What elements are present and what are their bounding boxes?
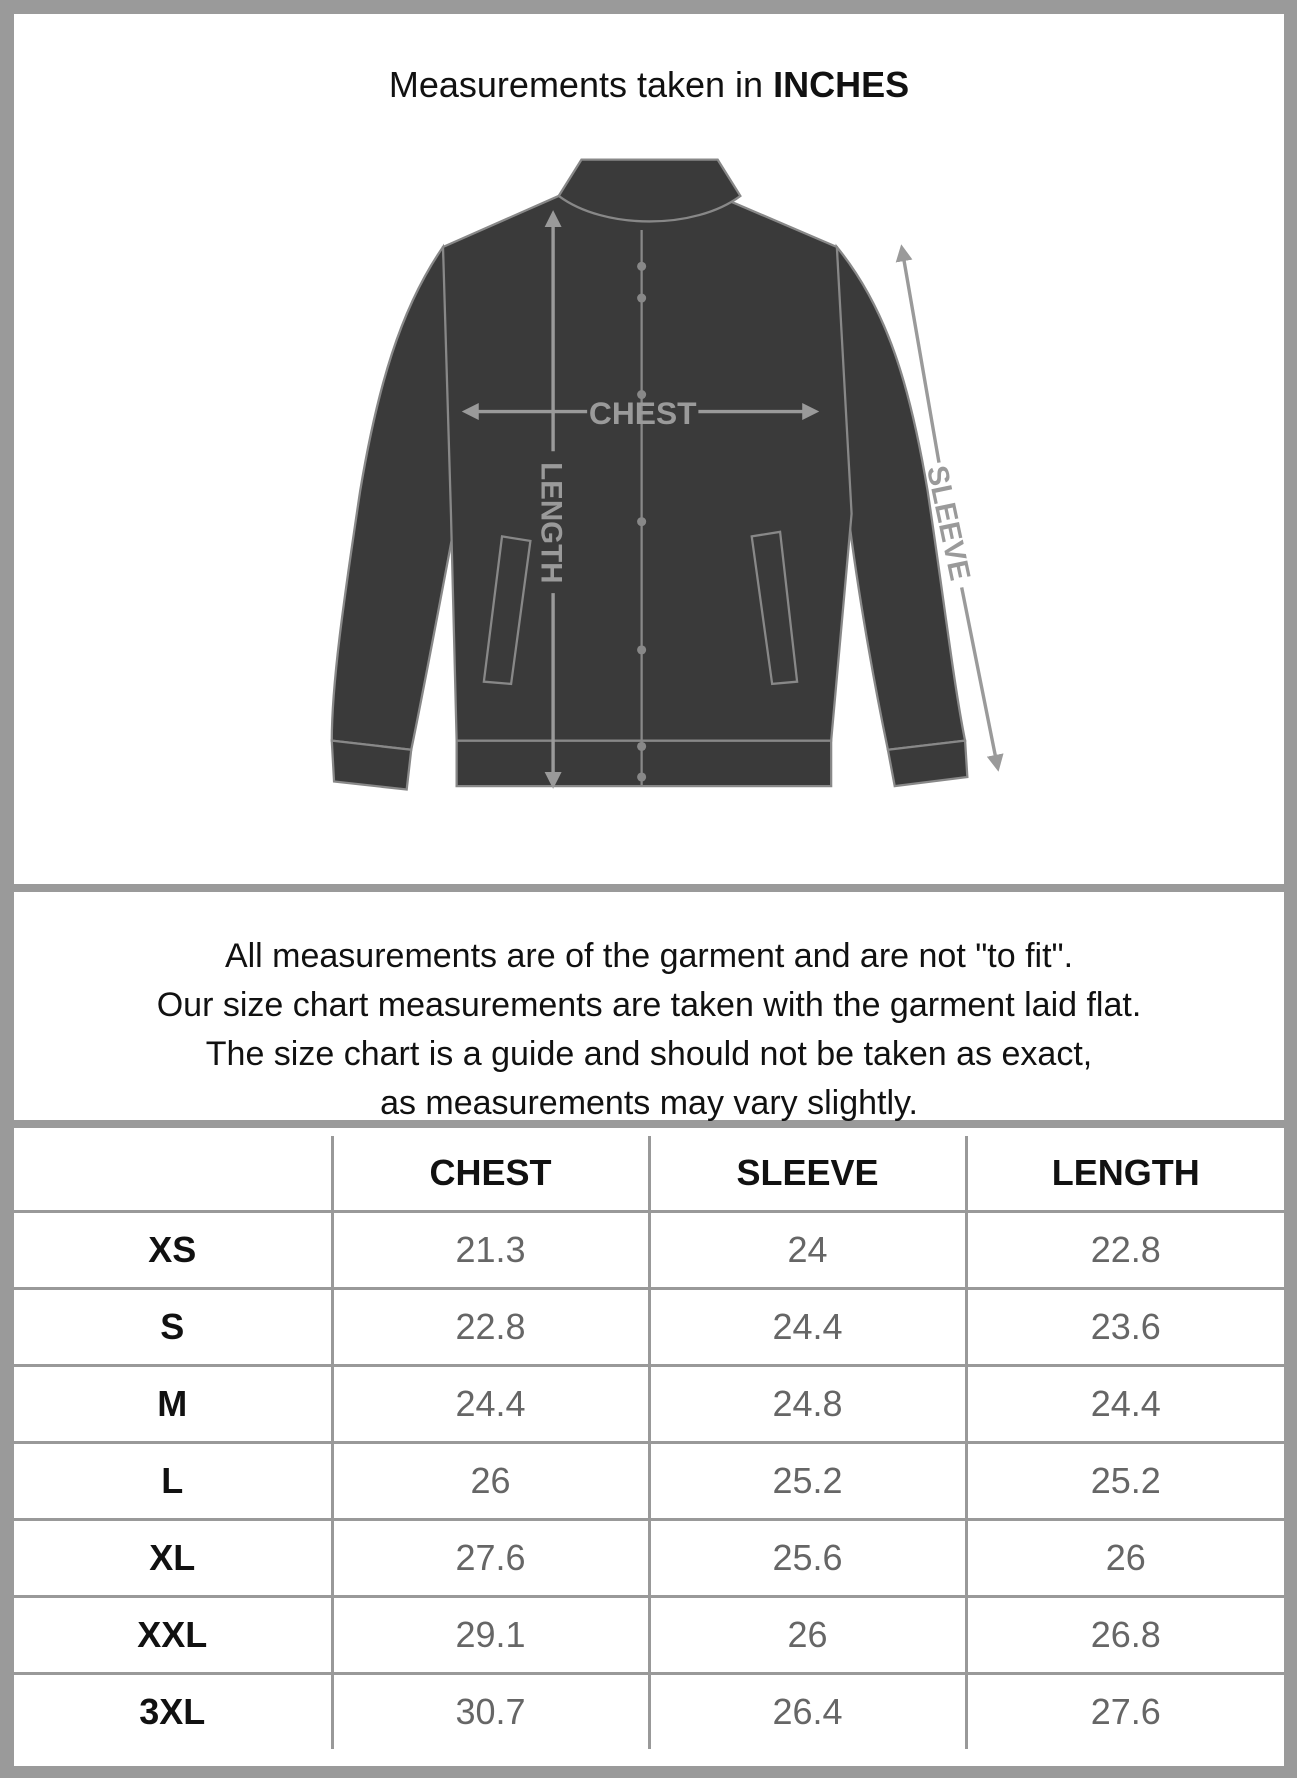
table-row: 3XL 30.7 26.4 27.6 <box>14 1672 1284 1749</box>
buttons <box>637 261 647 782</box>
size-cell: 3XL <box>14 1672 334 1749</box>
length-cell: 26.8 <box>964 1595 1284 1675</box>
chest-cell: 27.6 <box>330 1518 651 1598</box>
size-table: CHEST SLEEVE LENGTH XS 21.3 24 22.8 S 22.8 24.… <box>14 1136 1284 1749</box>
table-row: XL 27.6 25.6 26 <box>14 1518 1284 1598</box>
table-row: S 22.8 24.4 23.6 <box>14 1287 1284 1367</box>
sleeve-cell: 24.4 <box>647 1287 968 1367</box>
sleeve-cell: 26 <box>647 1595 968 1675</box>
title-prefix: Measurements taken in <box>388 64 764 105</box>
size-cell: S <box>14 1287 334 1367</box>
header-size <box>14 1136 334 1213</box>
sleeve-cell: 26.4 <box>647 1672 968 1749</box>
chest-cell: 30.7 <box>330 1672 651 1749</box>
page-title: Measurements taken in INCHES <box>14 64 1284 106</box>
jacket-icon <box>330 158 969 791</box>
table-row: XS 21.3 24 22.8 <box>14 1210 1284 1290</box>
note-line: The size chart is a guide and should not… <box>205 1035 1093 1073</box>
sleeve-cell: 25.6 <box>647 1518 968 1598</box>
length-cell: 23.6 <box>964 1287 1284 1367</box>
header-sleeve: SLEEVE <box>647 1136 968 1213</box>
table-row: XXL 29.1 26 26.8 <box>14 1595 1284 1675</box>
size-chart: Measurements taken in INCHES <box>14 14 1284 1766</box>
table-header-row: CHEST SLEEVE LENGTH <box>14 1136 1284 1213</box>
diagram-panel: Measurements taken in INCHES <box>14 14 1284 892</box>
size-cell: L <box>14 1441 334 1521</box>
title-unit: INCHES <box>773 64 910 105</box>
size-cell: M <box>14 1364 334 1444</box>
header-chest: CHEST <box>330 1136 651 1213</box>
measurement-notes: All measurements are of the garment and … <box>14 892 1284 1128</box>
length-cell: 25.2 <box>964 1441 1284 1521</box>
jacket-diagram: CHEST LENGTH SLEEVE <box>330 158 1004 791</box>
header-length: LENGTH <box>964 1136 1284 1213</box>
chest-cell: 24.4 <box>330 1364 651 1444</box>
sleeve-cell: 24 <box>647 1210 968 1290</box>
chest-label: CHEST <box>589 395 697 431</box>
chest-cell: 21.3 <box>330 1210 651 1290</box>
size-cell: XL <box>14 1518 334 1598</box>
measurement-arrows <box>461 210 1004 789</box>
chest-cell: 29.1 <box>330 1595 651 1675</box>
sleeve-cell: 24.8 <box>647 1364 968 1444</box>
length-cell: 22.8 <box>964 1210 1284 1290</box>
note-line: Our size chart measurements are taken wi… <box>156 986 1142 1024</box>
length-cell: 27.6 <box>964 1672 1284 1749</box>
chest-cell: 26 <box>330 1441 651 1521</box>
sleeve-cell: 25.2 <box>647 1441 968 1521</box>
size-cell: XS <box>14 1210 334 1290</box>
length-label: LENGTH <box>535 462 568 583</box>
note-line: as measurements may vary slightly. <box>380 1084 918 1122</box>
table-row: M 24.4 24.8 24.4 <box>14 1364 1284 1444</box>
length-cell: 26 <box>964 1518 1284 1598</box>
table-row: L 26 25.2 25.2 <box>14 1441 1284 1521</box>
size-cell: XXL <box>14 1595 334 1675</box>
chest-cell: 22.8 <box>330 1287 651 1367</box>
note-line: All measurements are of the garment and … <box>224 937 1074 975</box>
length-cell: 24.4 <box>964 1364 1284 1444</box>
